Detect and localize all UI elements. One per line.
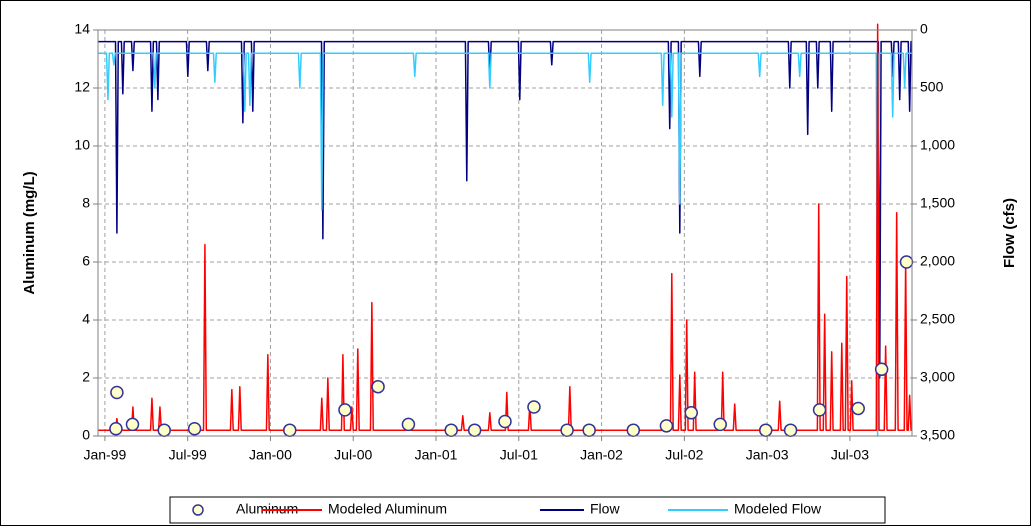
data-point — [187, 422, 202, 436]
x-tick-label: Jul-01 — [500, 447, 538, 463]
y-axis-title: Aluminum (mg/L) — [21, 171, 38, 294]
y-tick-label: 8 — [82, 195, 90, 211]
x-tick-label: Jan-00 — [249, 447, 292, 463]
data-point — [684, 406, 699, 420]
x-tick-label: Jul-02 — [665, 447, 703, 463]
data-point — [851, 401, 865, 416]
data-point — [899, 255, 914, 269]
data-point — [444, 423, 458, 437]
series-line — [98, 23, 912, 431]
x-tick-label: Jul-00 — [334, 447, 372, 463]
y-tick-label: 2 — [82, 369, 90, 385]
legend-label: Aluminum — [236, 501, 298, 517]
data-point — [783, 423, 798, 437]
legend-label: Modeled Flow — [734, 501, 822, 517]
plot-border — [97, 29, 913, 437]
series-line — [98, 52, 912, 437]
y-tick-label: 10 — [74, 137, 90, 153]
data-point — [527, 400, 541, 414]
x-tick-label: Jan-03 — [746, 447, 789, 463]
x-tick-label: Jul-03 — [831, 447, 869, 463]
data-point — [283, 423, 297, 437]
y2-tick-label: 1,500 — [920, 195, 955, 211]
series-line — [98, 40, 912, 379]
data-point — [659, 419, 674, 433]
y-tick-label: 0 — [82, 427, 90, 443]
data-point — [109, 422, 123, 436]
y-tick-label: 14 — [74, 21, 90, 37]
data-point — [626, 423, 641, 437]
data-point — [582, 423, 596, 437]
y2-tick-label: 2,500 — [920, 311, 955, 327]
data-point — [125, 417, 140, 432]
data-point — [338, 403, 352, 417]
data-point — [467, 423, 482, 437]
y2-axis-title: Flow (cfs) — [1001, 198, 1018, 268]
data-point — [498, 414, 512, 429]
y2-tick-label: 2,000 — [920, 253, 955, 269]
data-point — [874, 362, 889, 377]
y2-tick-label: 3,500 — [920, 427, 955, 443]
data-point — [812, 403, 827, 417]
x-tick-label: Jan-01 — [415, 447, 458, 463]
legend-label: Flow — [590, 501, 620, 517]
x-tick-label: Jan-02 — [580, 447, 623, 463]
y-tick-label: 12 — [74, 79, 90, 95]
data-point — [401, 417, 416, 432]
legend-marker — [192, 504, 204, 516]
x-tick-label: Jan-99 — [83, 447, 126, 463]
y2-tick-label: 3,000 — [920, 369, 955, 385]
x-tick-label: Jul-99 — [169, 447, 207, 463]
data-point — [713, 417, 727, 432]
data-point — [560, 423, 574, 437]
legend-label: Modeled Aluminum — [328, 501, 447, 517]
y-tick-label: 4 — [82, 311, 90, 327]
data-point — [759, 423, 773, 437]
plot-area — [98, 30, 912, 436]
data-point — [110, 385, 124, 400]
data-point — [371, 379, 385, 394]
y2-tick-label: 0 — [920, 21, 928, 37]
data-point — [157, 423, 171, 437]
y2-tick-label: 500 — [920, 79, 944, 95]
y2-tick-label: 1,000 — [920, 137, 955, 153]
y-tick-label: 6 — [82, 253, 90, 269]
